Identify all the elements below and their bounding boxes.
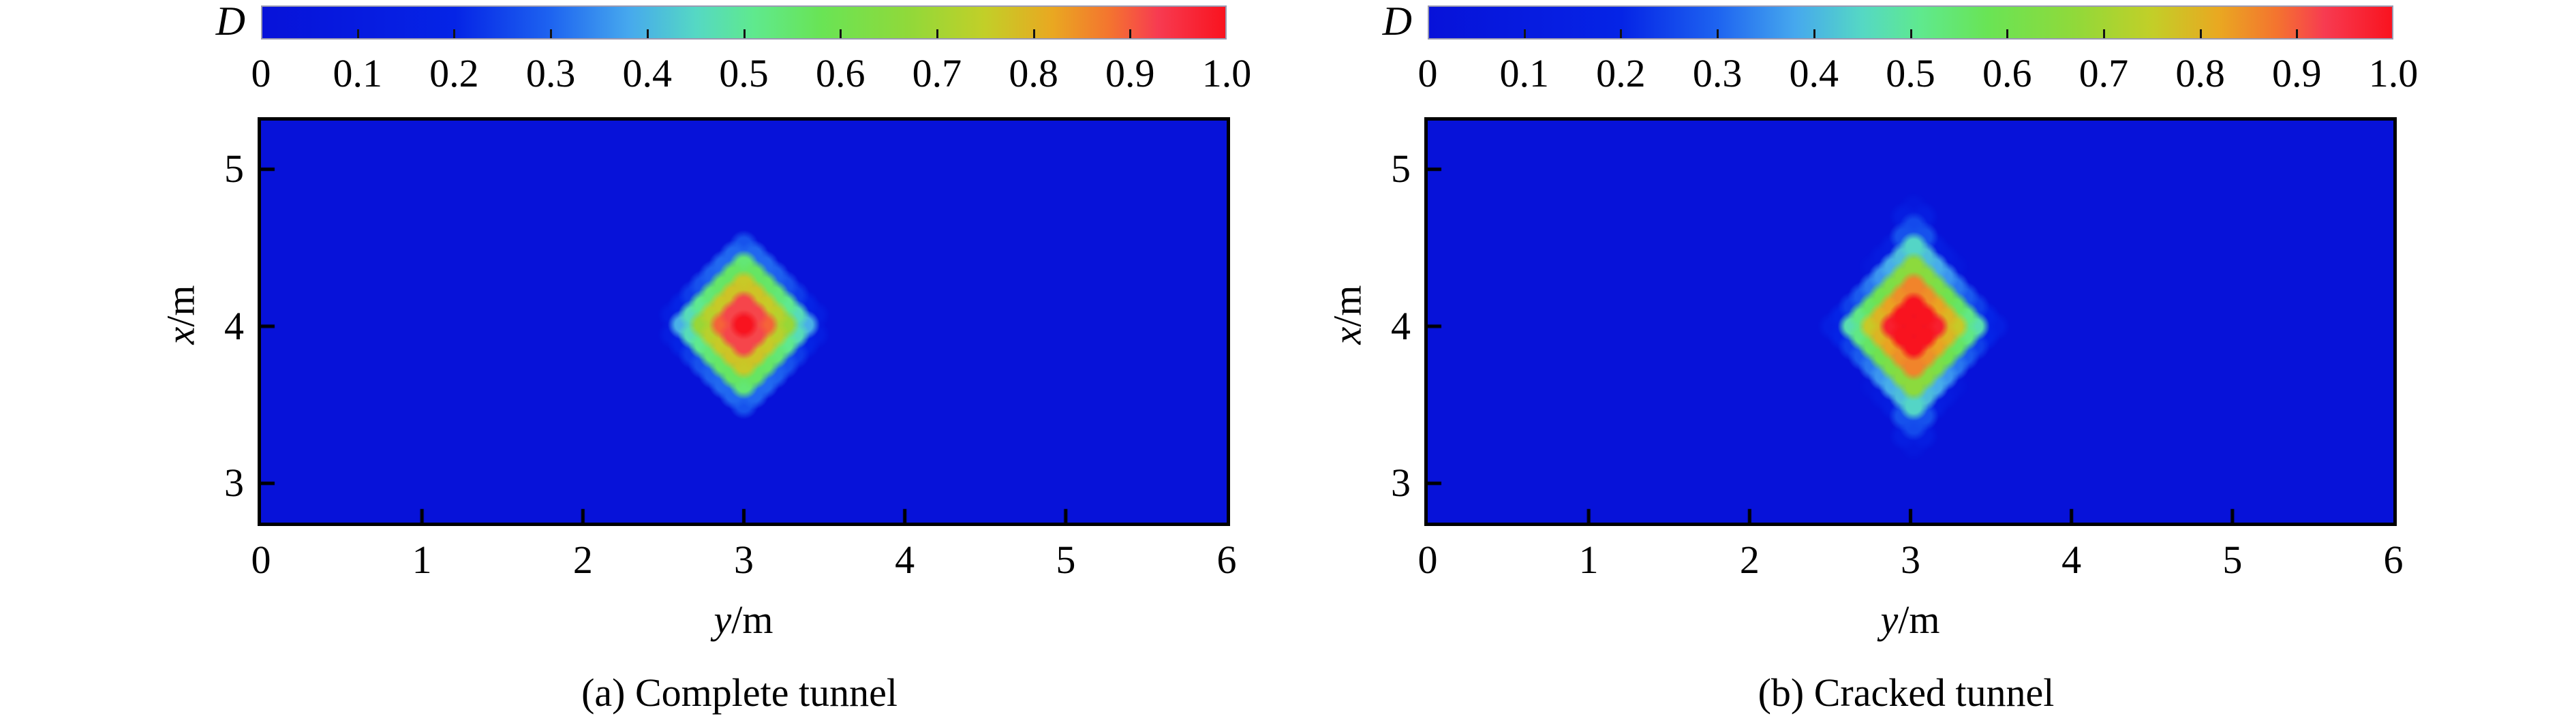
colorbar-tick-mark — [1620, 29, 1623, 38]
colorbar-tick-label: 0.2 — [1596, 51, 1646, 95]
panel-complete-tunnel: D x/m y/m (a) Complete tunnel 0 0.1 0.2 0.3… — [153, 0, 1252, 715]
colorbar-tick-label: 0.5 — [1886, 51, 1935, 95]
x-axis-label: y/m — [714, 597, 773, 643]
colorbar-title-text: D — [215, 0, 245, 44]
colorbar-tick-mark — [1717, 29, 1719, 38]
colorbar-tick-label: 0.2 — [429, 51, 479, 95]
colorbar-tick-label: 0.4 — [1789, 51, 1839, 95]
panel-cracked-tunnel: D x/m y/m (b) Cracked tunnel 0 0.1 0.2 0.3 0… — [1167, 0, 2576, 727]
colorbar-tick-mark — [356, 29, 359, 38]
x-axis-tick-label: 5 — [2222, 538, 2243, 582]
x-axis-variable: y — [714, 598, 732, 642]
colorbar-tick-label: 0 — [251, 51, 271, 95]
heatmap-plot-area-a — [258, 117, 1230, 526]
colorbar-tick-label: 0.3 — [1692, 51, 1743, 95]
colorbar-tick-label: 0.1 — [1499, 51, 1549, 95]
colorbar-tick-mark — [1910, 29, 1912, 38]
x-axis-unit: /m — [731, 598, 773, 642]
x-axis-tick-label: 1 — [1578, 538, 1599, 582]
y-axis-tick-label: 4 — [1391, 303, 1411, 348]
colorbar-tick-mark — [1523, 29, 1526, 38]
x-axis-tick-label: 6 — [2383, 538, 2404, 582]
colorbar-title-text: D — [1382, 0, 1412, 44]
x-axis-tick-label: 6 — [1216, 538, 1237, 582]
x-axis-tick-label: 5 — [1056, 538, 1076, 582]
x-axis-tick-label: 2 — [572, 538, 593, 582]
y-axis-tick-label: 5 — [224, 146, 244, 191]
colorbar-tick-mark — [1129, 29, 1132, 38]
colorbar-tick-label: 0.9 — [1105, 51, 1155, 95]
x-axis-tick-label: 1 — [412, 538, 432, 582]
colorbar-tick-mark — [550, 29, 553, 38]
x-axis-label: y/m — [1881, 597, 1940, 643]
colorbar-tick-mark — [936, 29, 938, 38]
colorbar-tick-label: 0.4 — [622, 51, 673, 95]
colorbar-tick-label: 0.9 — [2272, 51, 2322, 95]
colorbar-tick-mark — [453, 29, 456, 38]
panel-caption: (b) Cracked tunnel — [1758, 670, 2055, 715]
colorbar-tick-mark — [2102, 29, 2105, 38]
x-axis-tick-label: 3 — [734, 538, 754, 582]
damage-heatmap-canvas-b — [1428, 121, 2393, 523]
colorbar-title: D — [1320, 0, 1412, 42]
x-axis-tick-label: 2 — [1739, 538, 1760, 582]
colorbar-tick-label: 0.8 — [2175, 51, 2225, 95]
colorbar-tick-mark — [743, 29, 746, 38]
colorbar-tick-label: 0.5 — [719, 51, 769, 95]
colorbar-tick-label: 0.7 — [912, 51, 962, 95]
x-axis-tick-label: 3 — [1901, 538, 1920, 582]
colorbar-tick-label: 0.7 — [2079, 51, 2129, 95]
colorbar-tick-mark — [646, 29, 649, 38]
colorbar-tick-mark — [2296, 29, 2299, 38]
colorbar-tick-label: 1.0 — [1201, 51, 1252, 95]
panel-caption: (a) Complete tunnel — [581, 670, 898, 715]
colorbar-tick-label: 0.6 — [1982, 51, 2032, 95]
x-axis-variable: y — [1880, 598, 1899, 642]
colorbar-tick-mark — [2199, 29, 2202, 38]
colorbar-tick-mark — [2006, 29, 2009, 38]
colorbar-title: D — [153, 0, 245, 42]
heatmap-plot-area-b — [1424, 117, 2397, 526]
colorbar-tick-label: 0.3 — [525, 51, 576, 95]
colorbar-tick-mark — [840, 29, 842, 38]
colorbar-tick-label: 0 — [1417, 51, 1438, 95]
y-axis-tick-label: 3 — [1391, 461, 1411, 506]
colorbar-tick-label: 0.6 — [815, 51, 865, 95]
x-axis-tick-label: 4 — [2061, 538, 2082, 582]
colorbar-tick-label: 1.0 — [2368, 51, 2419, 95]
x-axis-tick-label: 0 — [1417, 538, 1438, 582]
x-axis-unit: /m — [1898, 598, 1940, 642]
y-axis-tick-label: 4 — [224, 303, 244, 348]
y-axis-tick-label: 5 — [1391, 146, 1411, 191]
x-axis-tick-label: 0 — [251, 538, 271, 582]
x-axis-tick-label: 4 — [895, 538, 915, 582]
colorbar-tick-mark — [1032, 29, 1035, 38]
colorbar-tick-label: 0.8 — [1009, 51, 1058, 95]
y-axis-tick-label: 3 — [224, 461, 244, 506]
colorbar-tick-mark — [1813, 29, 1815, 38]
damage-heatmap-canvas-a — [261, 121, 1227, 523]
colorbar-tick-label: 0.1 — [333, 51, 382, 95]
